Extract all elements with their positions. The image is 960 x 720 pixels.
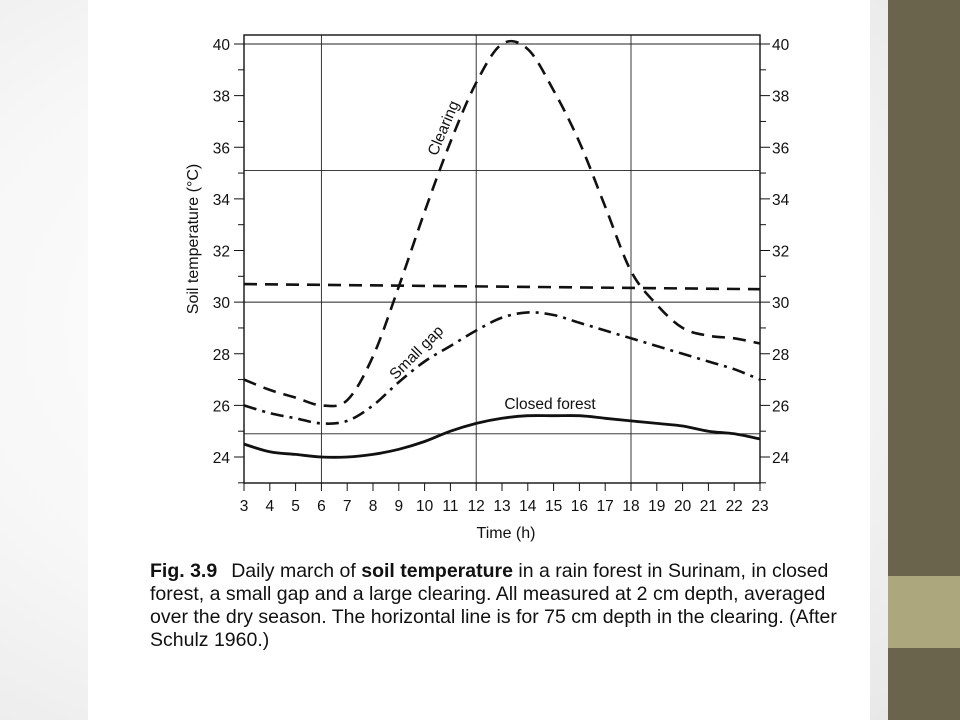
y-tick-label-left: 36 [213, 140, 230, 157]
y-tick-label-right: 28 [772, 347, 789, 364]
x-tick-label: 4 [265, 498, 274, 515]
axes [234, 34, 770, 491]
x-tick-label: 8 [369, 498, 378, 515]
x-tick-label: 6 [317, 498, 326, 515]
y-tick-label-right: 36 [772, 140, 789, 157]
x-tick-label: 22 [726, 498, 743, 515]
x-tick-label: 23 [751, 498, 768, 515]
series-lines [243, 39, 761, 459]
x-tick-label: 18 [622, 498, 639, 515]
scanned-page [88, 0, 870, 720]
series-line-clearing [243, 39, 761, 408]
caption-text-2: in a rain forest in Surinam, in closed f… [150, 560, 837, 651]
y-tick-label-right: 40 [772, 37, 790, 54]
accent-block [888, 576, 960, 648]
x-tick-label: 5 [291, 498, 300, 515]
y-tick-label-right: 34 [772, 192, 790, 209]
x-axis-label: Time (h) [477, 525, 536, 542]
caption-text-1: Daily march of [231, 560, 362, 582]
series-label-small-gap: Small gap [386, 322, 447, 383]
y-tick-label-right: 24 [772, 450, 790, 467]
caption-bold-term: soil temperature [361, 560, 513, 582]
x-tick-label: 17 [597, 498, 614, 515]
x-tick-label: 13 [493, 498, 510, 515]
y-tick-label-left: 32 [213, 244, 230, 261]
series-line-closed-forest [243, 414, 761, 459]
series-line-small-gap [243, 311, 761, 425]
x-tick-label: 19 [648, 498, 665, 515]
y-tick-label-right: 30 [772, 295, 790, 312]
y-tick-label-left: 30 [213, 295, 231, 312]
y-axis-label: Soil temperature (°C) [185, 164, 202, 314]
y-tick-label-right: 38 [772, 89, 789, 106]
x-tick-label: 15 [545, 498, 562, 515]
x-tick-label: 7 [343, 498, 352, 515]
y-tick-label-left: 26 [213, 398, 230, 415]
y-tick-label-left: 38 [213, 89, 230, 106]
x-tick-label: 16 [571, 498, 588, 515]
figure-caption: Fig. 3.9 Daily march of soil temperature … [150, 560, 840, 652]
y-tick-label-right: 32 [772, 244, 789, 261]
caption-figure-number: Fig. 3.9 [150, 560, 218, 582]
y-tick-label-left: 34 [213, 192, 231, 209]
x-tick-label: 20 [674, 498, 692, 515]
x-tick-label: 3 [240, 498, 249, 515]
grid [244, 35, 760, 483]
series-line-75cm-depth [243, 282, 761, 291]
y-tick-label-left: 40 [213, 37, 231, 54]
x-tick-label: 12 [468, 498, 485, 515]
x-tick-label: 9 [394, 498, 403, 515]
y-tick-label-left: 28 [213, 347, 230, 364]
y-tick-label-right: 26 [772, 398, 789, 415]
x-tick-label: 14 [519, 498, 537, 515]
series-label-closed-forest: Closed forest [504, 396, 596, 413]
x-tick-label: 10 [416, 498, 434, 515]
x-tick-label: 21 [700, 498, 717, 515]
y-tick-label-left: 24 [213, 450, 231, 467]
x-tick-label: 11 [442, 498, 458, 515]
